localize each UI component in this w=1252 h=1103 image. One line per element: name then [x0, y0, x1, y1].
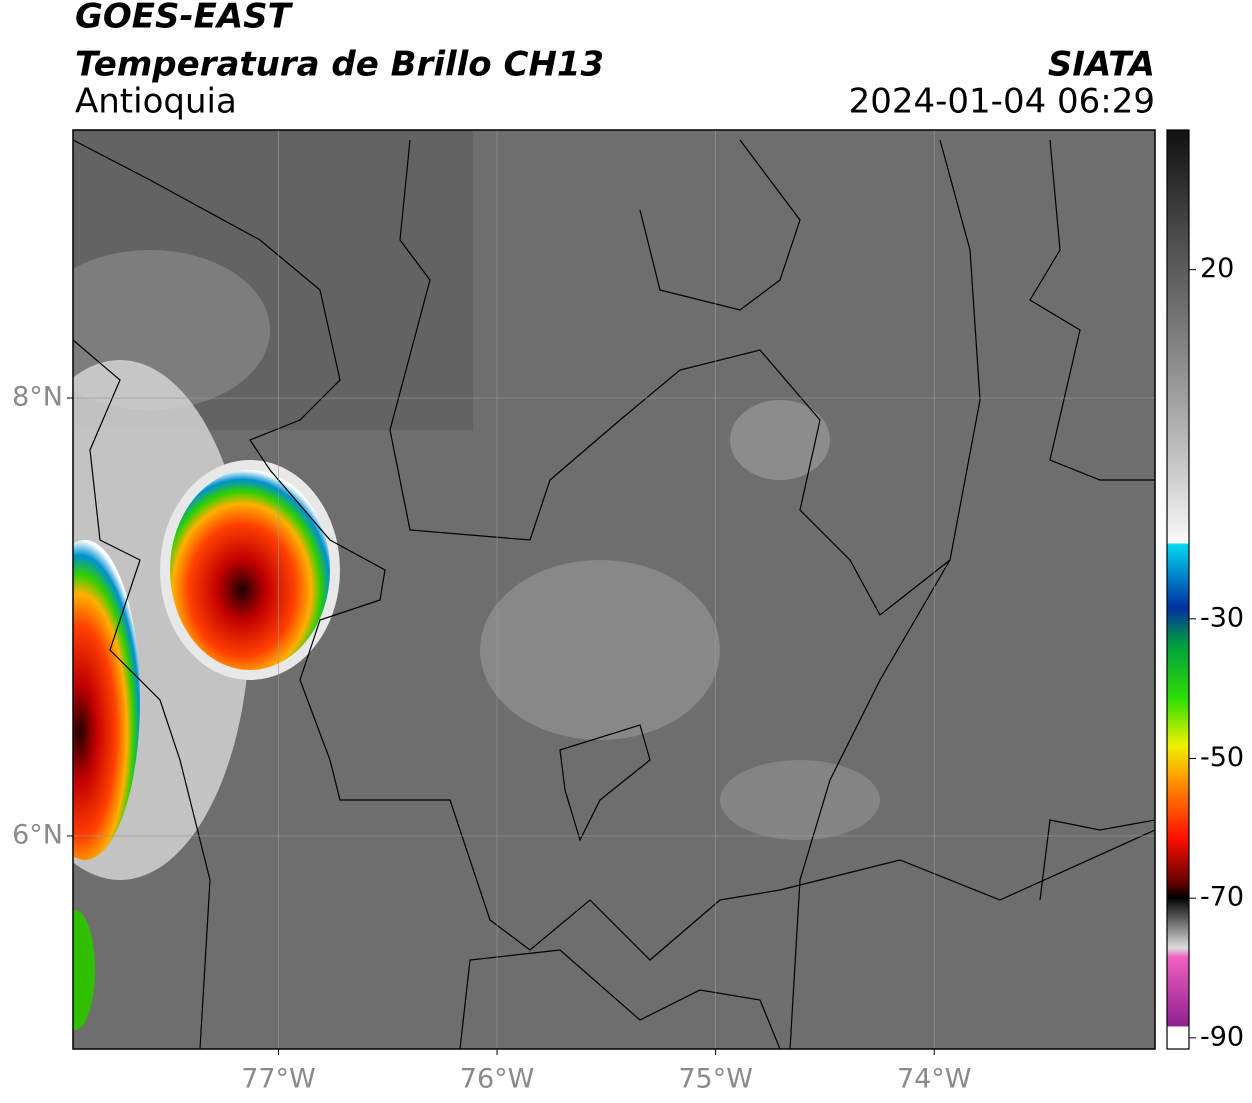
colorbar-tick-label: -90	[1200, 1021, 1244, 1052]
title: GOES-EAST	[75, 0, 294, 37]
x-tick-label: 77°W	[241, 1064, 316, 1095]
x-tick-label: 76°W	[460, 1064, 535, 1095]
y-tick-label: 8°N	[12, 382, 63, 413]
region: Antioquia	[75, 82, 237, 122]
colorbar-tick-label: -70	[1200, 882, 1244, 913]
source: SIATA	[1048, 45, 1155, 85]
map-frame	[72, 129, 1156, 1050]
datetime: 2024-01-04 06:29	[849, 82, 1155, 122]
map-image	[73, 130, 1155, 1049]
y-tick-label: 6°N	[12, 819, 63, 850]
colorbar-tick-label: -50	[1200, 742, 1244, 773]
colorbar	[1166, 129, 1190, 1050]
colorbar-tick-label: -30	[1200, 602, 1244, 633]
colorbar-tick-label: 20	[1200, 253, 1234, 284]
x-tick-label: 74°W	[897, 1064, 972, 1095]
subtitle: Temperatura de Brillo CH13	[75, 45, 604, 85]
x-tick-label: 75°W	[678, 1064, 753, 1095]
